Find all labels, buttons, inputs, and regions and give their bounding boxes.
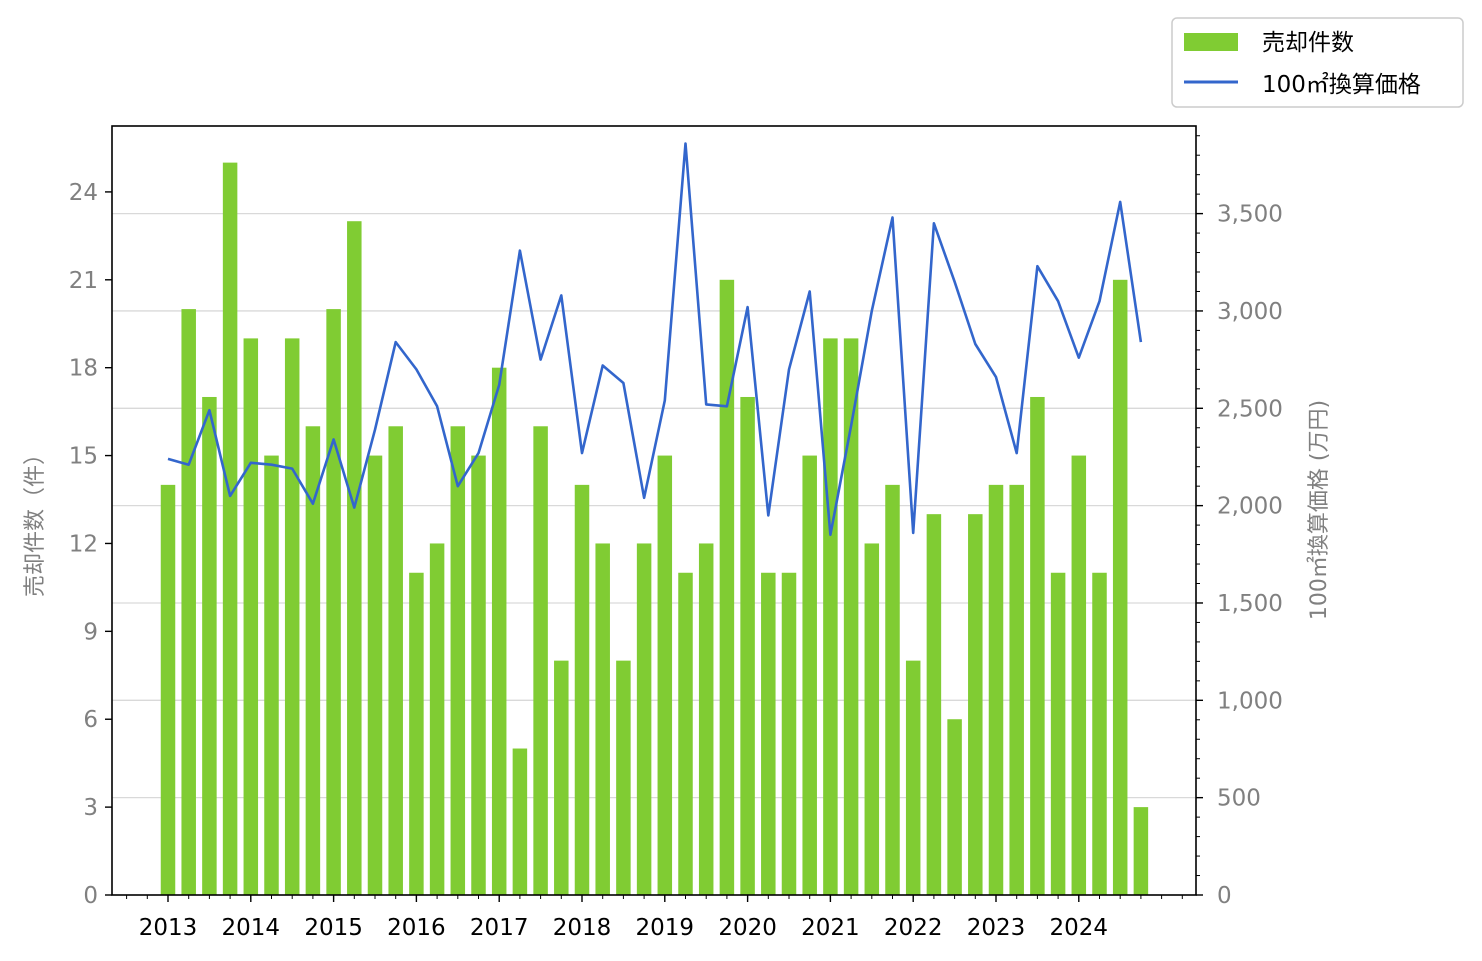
bar-series: [160, 162, 1149, 896]
bar-11: [388, 426, 403, 895]
right-tick-label-5: 2,500: [1217, 396, 1283, 422]
bar-21: [595, 543, 610, 895]
bar-40: [988, 484, 1004, 895]
left-tick-label-3: 9: [83, 619, 98, 645]
bar-34: [864, 543, 880, 895]
bar-4: [243, 338, 259, 895]
bar-27: [719, 279, 735, 895]
bar-36: [905, 660, 921, 895]
bar-32: [823, 338, 838, 895]
bar-38: [947, 719, 962, 895]
bar-28: [740, 396, 755, 895]
bar-14: [450, 426, 466, 895]
bar-26: [698, 543, 714, 895]
legend-bars-swatch: [1184, 33, 1238, 51]
legend-line-label: 100㎡換算価格: [1262, 72, 1421, 98]
left-tick-label-0: 0: [83, 883, 98, 909]
left-tick-label-6: 18: [69, 356, 98, 382]
bar-0: [160, 484, 176, 895]
right-axis-label: 100㎡換算価格 (万円): [1306, 400, 1332, 620]
left-tick-label-1: 3: [83, 795, 98, 821]
x-tick-label-6: 2019: [636, 915, 695, 941]
bar-3: [222, 162, 238, 896]
bar-1: [181, 309, 196, 896]
bar-24: [657, 455, 673, 895]
line-series: [167, 142, 1143, 537]
bar-25: [678, 572, 693, 895]
left-tick-label-5: 15: [69, 444, 98, 470]
bar-20: [574, 484, 590, 895]
bar-31: [802, 455, 817, 895]
x-tick-label-3: 2016: [387, 915, 446, 941]
bar-2: [202, 396, 217, 895]
left-axis-label: 売却件数（件）: [23, 443, 48, 597]
legend: 売却件数 100㎡換算価格: [1171, 17, 1464, 108]
left-tick-label-4: 12: [69, 531, 98, 557]
bar-37: [926, 514, 942, 895]
left-tick-label-7: 21: [69, 268, 98, 294]
right-tick-label-0: 0: [1217, 883, 1232, 909]
x-tick-label-11: 2024: [1050, 915, 1109, 941]
bar-8: [326, 309, 341, 896]
left-tick-label-2: 6: [83, 707, 98, 733]
bar-42: [1030, 396, 1045, 895]
bar-9: [347, 221, 362, 895]
bar-18: [533, 426, 548, 895]
bar-13: [429, 543, 445, 895]
right-tick-label-6: 3,000: [1217, 299, 1283, 325]
bar-7: [305, 426, 321, 895]
bar-43: [1050, 572, 1066, 895]
x-tick-label-2: 2015: [304, 915, 363, 941]
x-tick-label-1: 2014: [222, 915, 281, 941]
right-tick-label-1: 500: [1217, 786, 1261, 812]
bar-19: [554, 660, 569, 895]
bar-33: [843, 338, 859, 895]
x-tick-label-5: 2018: [553, 915, 612, 941]
bar-44: [1071, 455, 1087, 895]
bar-45: [1092, 572, 1107, 895]
plot-border: [111, 125, 1197, 896]
x-tick-label-10: 2023: [967, 915, 1026, 941]
right-tick-label-4: 2,000: [1217, 494, 1283, 520]
bar-10: [367, 455, 383, 895]
plot-frame: [111, 125, 1197, 896]
bar-23: [636, 543, 652, 895]
bar-46: [1112, 279, 1128, 895]
bar-12: [409, 572, 424, 895]
bar-35: [885, 484, 900, 895]
x-tick-label-9: 2022: [884, 915, 943, 941]
x-tick-label-4: 2017: [470, 915, 529, 941]
bar-39: [968, 514, 983, 895]
legend-box: [1171, 17, 1464, 108]
bar-5: [264, 455, 279, 895]
price-line: [167, 142, 1143, 537]
bar-17: [512, 748, 528, 895]
bar-29: [761, 572, 776, 895]
bar-15: [471, 455, 486, 895]
right-tick-label-7: 3,500: [1217, 202, 1283, 228]
axis-ticks: 0 3 6 9 12 15 18 21 24 0 500 1,000 1,500 2,000 2,500 3,…: [69, 135, 1283, 941]
bar-16: [491, 367, 507, 896]
bar-22: [616, 660, 631, 895]
x-tick-label-8: 2021: [801, 915, 860, 941]
x-tick-label-7: 2020: [718, 915, 777, 941]
legend-bars-label: 売却件数: [1262, 30, 1354, 56]
right-tick-label-2: 1,000: [1217, 688, 1283, 714]
left-tick-label-8: 24: [69, 180, 98, 206]
bar-41: [1009, 484, 1024, 895]
bar-47: [1133, 807, 1149, 895]
right-tick-label-3: 1,500: [1217, 591, 1283, 617]
bar-30: [781, 572, 797, 895]
bar-6: [284, 338, 300, 895]
x-tick-label-0: 2013: [139, 915, 198, 941]
